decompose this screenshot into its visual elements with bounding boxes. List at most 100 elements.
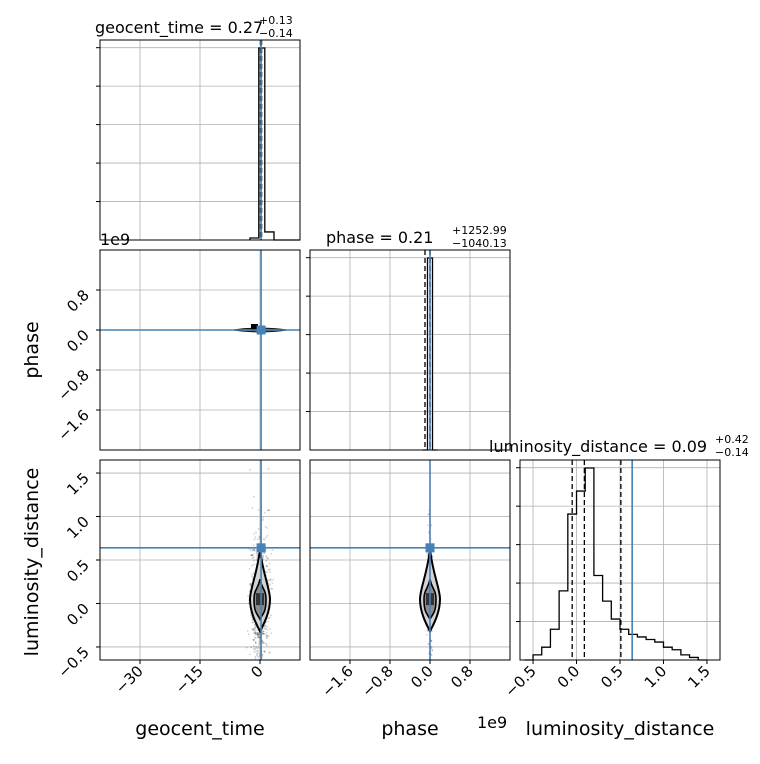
scatter-point — [262, 555, 265, 557]
scatter-point — [257, 645, 260, 648]
scatter-point — [255, 531, 257, 534]
scatter-point — [249, 548, 252, 551]
scatter-point — [256, 649, 259, 652]
scatter-point — [258, 537, 261, 540]
scatter-point — [251, 554, 254, 557]
scatter-point — [268, 562, 271, 565]
phase-title-sub: −1040.13 — [452, 237, 507, 250]
scatter-point — [266, 628, 269, 631]
truth-marker — [256, 325, 266, 335]
scatter-point — [252, 639, 255, 641]
density-peak — [256, 593, 264, 606]
scatter-point — [247, 595, 250, 597]
scatter-point — [257, 633, 260, 635]
x-tick-label: 0 — [247, 662, 266, 681]
scatter-point — [253, 628, 255, 631]
scatter-point — [266, 579, 269, 581]
scatter-point — [253, 631, 256, 633]
scatter-point — [269, 584, 271, 587]
panel-frame — [99, 39, 301, 241]
scatter-point — [427, 643, 430, 645]
scatter-point — [268, 627, 271, 630]
scatter-point — [262, 641, 265, 643]
scatter-point — [267, 568, 270, 571]
scatter-point — [258, 535, 261, 538]
scatter-point — [255, 651, 257, 653]
grid-layer — [100, 40, 720, 660]
scatter-point — [252, 563, 255, 566]
scatter-point — [262, 632, 265, 635]
scatter-point — [253, 548, 256, 551]
y-tick-label: 1.5 — [63, 469, 93, 499]
scatter-point — [249, 582, 252, 585]
scatter-point — [246, 630, 249, 632]
scatter-point — [252, 553, 254, 556]
x-tick-label: −30 — [112, 662, 147, 697]
scatter-point — [252, 549, 254, 552]
y-tick-label: −1.6 — [54, 406, 92, 444]
scatter-point — [266, 557, 269, 560]
scatter-point — [252, 548, 255, 551]
scatter-point — [257, 634, 259, 637]
scatter-point — [253, 645, 255, 647]
phase-title: phase = 0.21 — [326, 228, 433, 247]
density-peak — [251, 324, 258, 330]
scatter-point — [263, 650, 266, 653]
scatter-point — [255, 632, 258, 635]
scatter-point — [254, 637, 257, 639]
luminosity-distance-title-sup: +0.42 — [715, 433, 749, 446]
scatter-point — [246, 646, 248, 649]
scatter-point — [270, 614, 273, 617]
geocent-time-offset-label: 1e9 — [100, 230, 130, 249]
scatter-point — [265, 644, 268, 647]
scatter-point — [266, 634, 269, 637]
scatter-point — [258, 647, 261, 650]
scatter-point — [268, 617, 271, 619]
scatter-point — [265, 556, 268, 559]
y-tick-label: 0.8 — [63, 286, 93, 316]
scatter-point — [256, 635, 259, 638]
scatter-point — [258, 633, 261, 636]
scatter-point — [265, 642, 268, 645]
scatter-point — [257, 636, 260, 639]
scatter-point — [268, 651, 271, 654]
scatter-point — [268, 579, 271, 582]
scatter-point — [262, 632, 264, 635]
scatter-point — [257, 650, 259, 653]
scatter-point — [270, 578, 272, 581]
scatter-point — [256, 652, 259, 655]
scatter-point — [254, 629, 257, 632]
scatter-point — [247, 602, 250, 605]
scatter-point — [271, 549, 274, 552]
scatter-point — [262, 538, 265, 540]
y-axis-label-phase: phase — [21, 321, 43, 378]
scatter-point — [250, 575, 253, 578]
scatter-point — [427, 513, 430, 516]
scatter-point — [258, 654, 261, 657]
phase-title-sup: +1252.99 — [452, 224, 507, 237]
scatter-point — [261, 630, 264, 633]
scatter-point — [254, 648, 256, 651]
scatter-point — [268, 652, 271, 654]
scatter-point — [249, 653, 252, 656]
scatter-point — [253, 638, 255, 641]
scatter-point — [271, 582, 274, 585]
scatter-point — [253, 559, 255, 562]
scatter-point — [264, 651, 266, 653]
scatter-point — [270, 587, 273, 590]
scatter-point — [267, 468, 270, 470]
scatter-point — [426, 552, 429, 555]
scatter-point — [263, 625, 266, 628]
scatter-point — [268, 568, 271, 571]
scatter-point — [253, 650, 256, 653]
scatter-point — [270, 552, 273, 555]
scatter-point — [248, 567, 251, 570]
scatter-point — [426, 633, 428, 636]
scatter-point — [262, 518, 264, 521]
scatter-point — [266, 636, 269, 639]
scatter-point — [262, 642, 264, 645]
scatter-point — [254, 624, 256, 626]
scatter-point — [265, 559, 268, 562]
scatter-point — [255, 646, 258, 648]
